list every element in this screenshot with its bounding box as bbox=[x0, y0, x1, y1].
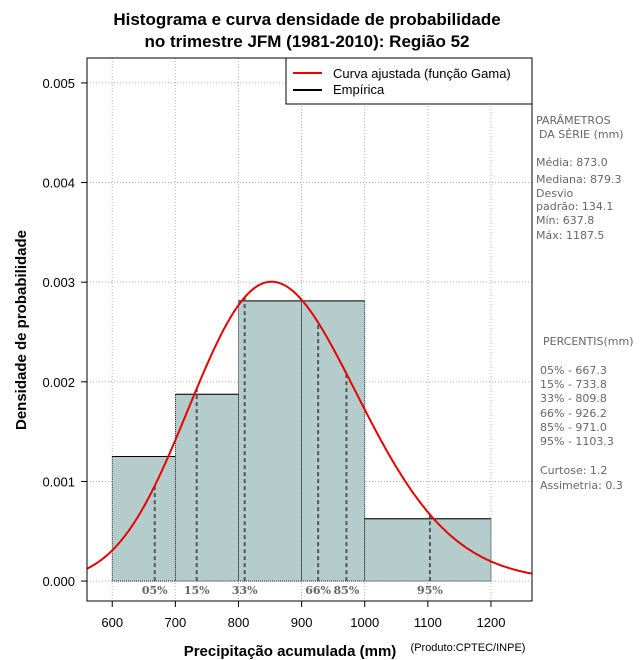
side-panel: PARÂMETROS DA SÉRIE (mm) Média: 873.0 Me… bbox=[536, 114, 634, 492]
histogram-bar-3 bbox=[301, 300, 366, 582]
percentile-label-0: 05% bbox=[142, 584, 168, 597]
param-min: Mín: 637.8 bbox=[536, 214, 594, 227]
chart-title-line1: Histograma e curva densidade de probabil… bbox=[113, 10, 500, 29]
param-media: Média: 873.0 bbox=[536, 156, 608, 169]
plot-area: 05% 15% 33% 66% 85% 95% 600 700 800 900 1000 1100 12… bbox=[42, 57, 533, 630]
x-tick-label-5: 1100 bbox=[414, 615, 442, 630]
y-tick-label-1: 0.001 bbox=[42, 474, 75, 489]
y-tick-label-3: 0.003 bbox=[42, 275, 75, 290]
param-desvio-1: Desvio bbox=[536, 187, 574, 200]
percentil-85: 85% - 971.0 bbox=[540, 421, 607, 434]
percentile-label-3: 66% bbox=[305, 584, 331, 597]
param-max: Máx: 1187.5 bbox=[536, 229, 604, 242]
param-desvio-2: padrão: 134.1 bbox=[536, 200, 613, 213]
x-tick-label-3: 900 bbox=[291, 615, 313, 630]
percentile-label-4: 85% bbox=[334, 584, 360, 597]
percentil-66: 66% - 926.2 bbox=[540, 407, 607, 420]
legend-label-fitted: Curva ajustada (função Gama) bbox=[333, 66, 511, 81]
param-curtose: Curtose: 1.2 bbox=[540, 464, 607, 477]
x-tick-label-6: 1200 bbox=[477, 615, 506, 630]
percentil-05: 05% - 667.3 bbox=[540, 364, 607, 377]
percentil-15: 15% - 733.8 bbox=[540, 378, 607, 391]
y-tick-label-5: 0.005 bbox=[42, 76, 75, 91]
params-title-2: DA SÉRIE (mm) bbox=[539, 128, 624, 141]
percentile-label-2: 33% bbox=[232, 584, 258, 597]
percentis-title: PERCENTIS(mm) bbox=[543, 335, 634, 348]
y-tick-label-4: 0.004 bbox=[42, 176, 75, 191]
x-tick-label-2: 800 bbox=[228, 615, 250, 630]
y-tick-label-2: 0.002 bbox=[42, 375, 75, 390]
histogram-bar-0 bbox=[111, 456, 176, 582]
percentil-33: 33% - 809.8 bbox=[540, 392, 607, 405]
legend-label-empirical: Empírica bbox=[333, 82, 385, 97]
percentil-95: 95% - 1103.3 bbox=[540, 435, 614, 448]
histogram-bar-2 bbox=[238, 300, 303, 582]
fitted-gamma-curve bbox=[86, 280, 532, 575]
legend: Curva ajustada (função Gama) Empírica bbox=[285, 57, 533, 105]
x-axis-label: Precipitação acumulada (mm) bbox=[184, 643, 397, 660]
x-tick-label-1: 700 bbox=[165, 615, 187, 630]
chart-title-line2: no trimestre JFM (1981-2010): Região 52 bbox=[144, 32, 469, 51]
x-tick-label-4: 1000 bbox=[350, 615, 379, 630]
param-assimetria: Assimetria: 0.3 bbox=[540, 479, 623, 492]
params-title-1: PARÂMETROS bbox=[536, 114, 611, 127]
param-mediana: Mediana: 879.3 bbox=[536, 173, 621, 186]
percentile-label-1: 15% bbox=[184, 584, 210, 597]
x-tick-label-0: 600 bbox=[101, 615, 123, 630]
histogram-bar-4 bbox=[364, 518, 492, 582]
y-tick-label-0: 0.000 bbox=[42, 574, 75, 589]
y-axis-label: Densidade de probabilidade bbox=[13, 230, 30, 430]
percentile-label-5: 95% bbox=[417, 584, 443, 597]
legend-box bbox=[285, 57, 533, 105]
producer-note: (Produto:CPTEC/INPE) bbox=[411, 642, 526, 654]
histogram-bar-1 bbox=[174, 393, 239, 582]
